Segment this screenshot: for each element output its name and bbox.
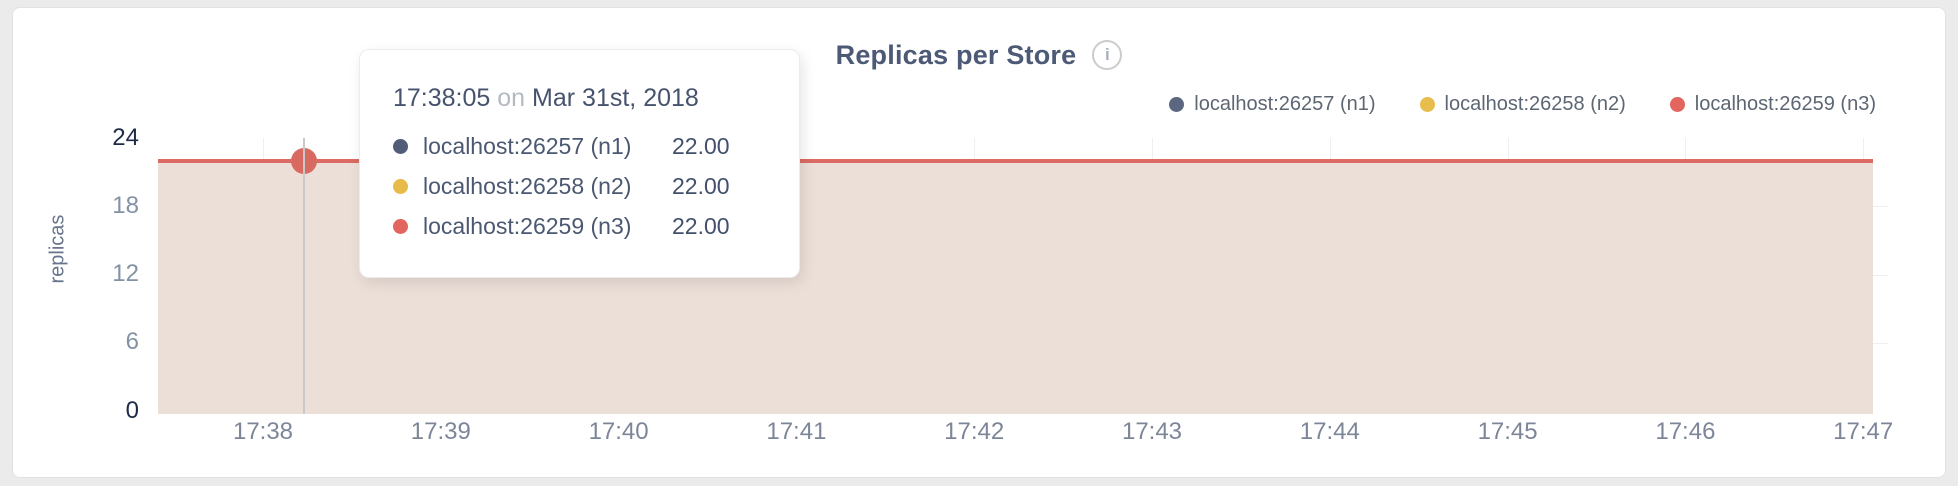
y-tick-label: 12 xyxy=(112,260,139,287)
legend-dot-icon xyxy=(1419,96,1435,112)
tooltip-series-label: localhost:26257 (n1) xyxy=(423,132,632,159)
x-tick-label: 17:47 xyxy=(1833,418,1894,445)
x-tick-label: 17:41 xyxy=(766,418,827,445)
tooltip-row: localhost:26257 (n1) 22.00 xyxy=(393,126,779,166)
x-tick-label: 17:45 xyxy=(1477,418,1538,445)
y-tick-label: 0 xyxy=(125,397,139,424)
x-tick-label: 17:43 xyxy=(1121,418,1183,445)
y-tick-label: 6 xyxy=(125,328,139,355)
tooltip-on: on xyxy=(497,84,526,112)
y-axis-title: replicas xyxy=(46,214,69,284)
tooltip-row: localhost:26259 (n3) 22.00 xyxy=(393,206,779,246)
tooltip-series-dot-icon xyxy=(393,218,408,234)
legend-item[interactable]: localhost:26257 (n1) xyxy=(1169,92,1376,116)
tooltip-row: localhost:26258 (n2) 22.00 xyxy=(393,166,779,206)
tooltip-series-value: 22.00 xyxy=(672,212,730,239)
chart-header: Replicas per Store i xyxy=(13,38,1945,72)
legend-item-label: localhost:26259 (n3) xyxy=(1694,92,1876,115)
x-tick-label: 17:46 xyxy=(1655,418,1716,445)
legend-dot-icon xyxy=(1169,96,1185,112)
y-tick-label: 18 xyxy=(112,192,139,219)
tooltip: 17:38:05 on Mar 31st, 2018 localhost:262… xyxy=(359,49,800,278)
tooltip-series-dot-icon xyxy=(393,178,408,194)
tooltip-header: 17:38:05 on Mar 31st, 2018 xyxy=(393,84,699,113)
tooltip-date: Mar 31st, 2018 xyxy=(532,84,699,112)
chart-card: Replicas per Store i localhost:26257 (n1… xyxy=(12,7,1946,478)
tooltip-series-value: 22.00 xyxy=(672,172,730,199)
tooltip-series-label: localhost:26258 (n2) xyxy=(423,172,632,199)
tooltip-rows: localhost:26257 (n1) 22.00 localhost:26258… xyxy=(393,126,779,246)
tooltip-series-label: localhost:26259 (n3) xyxy=(423,212,632,239)
legend: localhost:26257 (n1) localhost:26258 (n2)… xyxy=(1169,92,1876,116)
tooltip-series-dot-icon xyxy=(393,138,408,154)
legend-dot-icon xyxy=(1669,96,1685,112)
x-tick-label: 17:42 xyxy=(944,418,1005,445)
x-tick-label: 17:39 xyxy=(410,418,471,445)
tooltip-series-value: 22.00 xyxy=(672,132,730,159)
legend-item[interactable]: localhost:26258 (n2) xyxy=(1419,92,1626,116)
legend-item-label: localhost:26257 (n1) xyxy=(1194,92,1376,115)
y-tick-label: 24 xyxy=(112,124,139,151)
legend-item-label: localhost:26258 (n2) xyxy=(1444,92,1626,115)
x-tick-label: 17:38 xyxy=(232,418,294,445)
hover-guideline xyxy=(303,138,305,414)
x-tick-label: 17:40 xyxy=(588,418,649,445)
series-line xyxy=(158,158,1873,163)
x-tick-label: 17:44 xyxy=(1299,418,1360,445)
info-icon[interactable]: i xyxy=(1092,40,1123,70)
tooltip-time: 17:38:05 xyxy=(393,84,491,112)
legend-item[interactable]: localhost:26259 (n3) xyxy=(1669,92,1876,116)
chart-title: Replicas per Store xyxy=(835,39,1077,70)
